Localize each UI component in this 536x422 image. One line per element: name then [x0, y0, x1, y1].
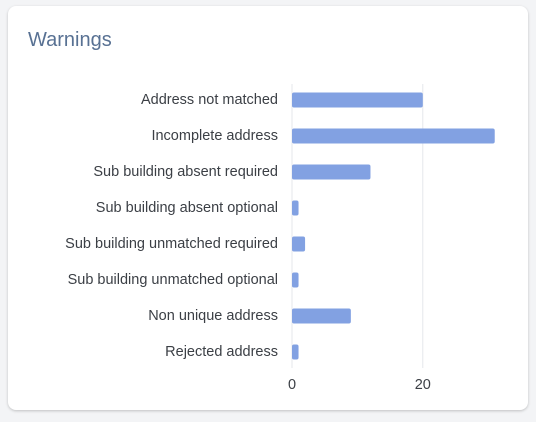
- bar-sub-building-unmatched-required[interactable]: [292, 236, 306, 252]
- warnings-bar-chart: Address not matched Incomplete address Sub…: [65, 84, 495, 393]
- warnings-card: Warnings Address not matched Incomplete a…: [8, 6, 528, 410]
- category-label: Address not matched: [141, 92, 278, 108]
- category-label: Non unique address: [148, 308, 278, 324]
- bar-non-unique-address[interactable]: [292, 308, 351, 324]
- x-tick-label: 20: [415, 377, 431, 393]
- category-label: Incomplete address: [151, 128, 278, 144]
- bar-sub-building-absent-optional[interactable]: [292, 200, 299, 216]
- category-label: Sub building unmatched optional: [68, 272, 278, 288]
- bar-sub-building-absent-required[interactable]: [292, 164, 371, 180]
- bar-sub-building-unmatched-optional[interactable]: [292, 272, 299, 288]
- x-tick-label: 0: [288, 377, 296, 393]
- category-label: Sub building unmatched required: [65, 236, 278, 252]
- category-label: Rejected address: [165, 344, 278, 360]
- card-title: Warnings: [28, 29, 112, 51]
- category-label: Sub building absent required: [93, 164, 278, 180]
- category-label: Sub building absent optional: [96, 200, 278, 216]
- bar-rejected-address[interactable]: [292, 344, 299, 360]
- bar-incomplete-address[interactable]: [292, 128, 495, 144]
- bar-address-not-matched[interactable]: [292, 92, 423, 108]
